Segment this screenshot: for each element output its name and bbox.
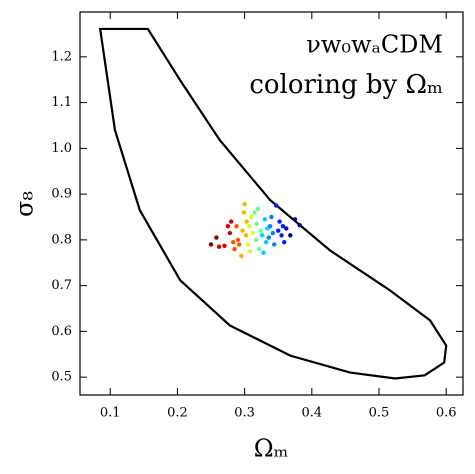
scatter-point: [254, 221, 259, 227]
scatter-point: [231, 239, 236, 245]
scatter-point: [259, 233, 265, 238]
x-axis-label: Ωₘ: [254, 435, 289, 463]
scatter-point: [234, 223, 239, 229]
scatter-point: [214, 235, 219, 240]
y-tick-label: 1.2: [51, 49, 72, 64]
scatter-point: [262, 217, 267, 222]
scatter-point: [243, 233, 249, 238]
scatter-point: [271, 242, 277, 247]
scatter-point: [267, 223, 273, 229]
scatter-point: [261, 250, 266, 255]
x-tick-label: 0.1: [100, 406, 121, 421]
contour-line: [98, 27, 448, 380]
scatter-point: [232, 246, 237, 252]
scatter-point: [270, 230, 276, 236]
scatter-point: [253, 237, 259, 243]
scatter-point: [235, 237, 241, 243]
scatter-point: [249, 214, 254, 220]
scatter-point: [284, 226, 289, 231]
scatter-point: [297, 223, 302, 228]
plot-frame: [79, 11, 464, 396]
scatter-point: [228, 219, 234, 224]
y-tick-label: 1.0: [51, 141, 72, 156]
y-tick-label: 0.9: [51, 187, 72, 202]
y-tick-label: 0.8: [51, 232, 72, 247]
chart-title: νw₀wₐCDM: [306, 31, 443, 59]
scatter-point: [274, 203, 279, 208]
y-axis-label: σ₈: [11, 191, 39, 217]
scatter-point: [247, 223, 252, 229]
scatter-point: [279, 233, 284, 238]
x-tick-label: 0.3: [234, 406, 255, 421]
chart-subtitle: coloring by Ωₘ: [249, 70, 443, 100]
scatter-point: [225, 223, 231, 229]
scatter-point: [227, 230, 233, 236]
scatter-point: [245, 242, 251, 247]
scatter-point: [292, 217, 298, 222]
scatter-point: [258, 228, 263, 233]
scatter-point: [266, 235, 272, 240]
scatter-point: [255, 206, 261, 211]
x-tick-label: 0.2: [167, 406, 188, 421]
scatter-point: [222, 243, 227, 249]
x-tick-label: 0.5: [369, 406, 390, 421]
y-tick-label: 0.5: [51, 370, 72, 385]
scatter-point: [216, 244, 222, 249]
scatter-point: [244, 219, 249, 224]
scatter-point: [269, 214, 274, 220]
scatter-point: [252, 210, 257, 215]
scatter-point: [208, 242, 214, 247]
y-tick-label: 1.1: [51, 95, 72, 110]
scatter-point: [263, 239, 269, 245]
scatter-point: [280, 223, 286, 229]
scatter-point: [241, 210, 247, 215]
scatter-point: [282, 239, 287, 245]
scatter-point: [276, 228, 281, 233]
x-tick-label: 0.6: [436, 406, 457, 421]
scatter-point: [250, 230, 255, 236]
scatter-point: [242, 201, 247, 207]
scatter-point: [277, 219, 282, 224]
scatter-point: [247, 249, 253, 254]
y-tick-label: 0.7: [51, 278, 72, 293]
y-tick-label: 0.6: [51, 324, 72, 339]
scatter-point: [288, 233, 293, 238]
scatter-point: [237, 242, 242, 247]
scatter-point: [257, 246, 262, 252]
scatter-point: [240, 228, 245, 233]
scatter-point: [239, 253, 244, 259]
x-tick-label: 0.4: [301, 406, 322, 421]
